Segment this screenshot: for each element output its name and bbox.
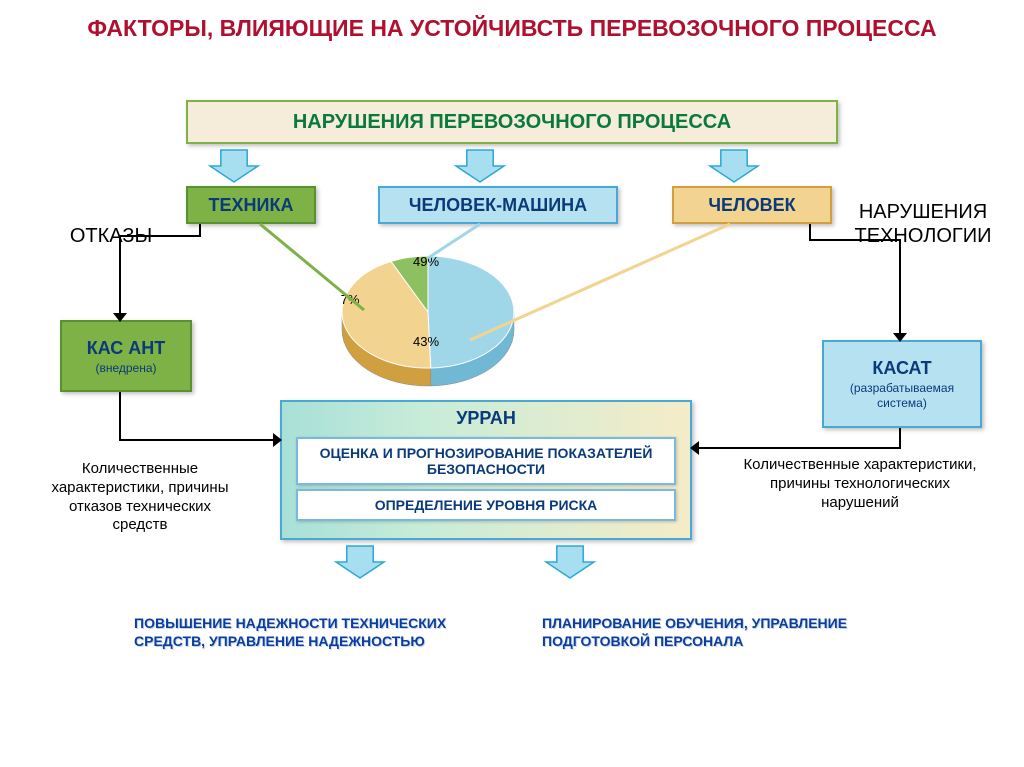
kasat-sub: (разрабатываемая система) <box>824 381 980 410</box>
svg-text:49%: 49% <box>413 254 439 269</box>
label-tech-violations: НАРУШЕНИЯ ТЕХНОЛОГИИ <box>838 200 1008 248</box>
urran-row-assessment: ОЦЕНКА И ПРОГНОЗИРОВАНИЕ ПОКАЗАТЕЛЕЙ БЕЗ… <box>296 437 676 485</box>
page-title: ФАКТОРЫ, ВЛИЯЮЩИЕ НА УСТОЙЧИВСТЬ ПЕРЕВОЗ… <box>0 0 1024 54</box>
svg-text:43%: 43% <box>413 334 439 349</box>
urran-panel: УРРАН ОЦЕНКА И ПРОГНОЗИРОВАНИЕ ПОКАЗАТЕЛ… <box>280 400 692 540</box>
urran-title: УРРАН <box>282 402 690 433</box>
label-failures: ОТКАЗЫ <box>46 224 176 248</box>
box-kasant: КАС АНТ (внедрена) <box>60 320 192 392</box>
kasat-title: КАСАТ <box>872 358 931 379</box>
urran-row-risk: ОПРЕДЕЛЕНИЕ УРОВНЯ РИСКА <box>296 489 676 521</box>
pie-chart: 49% 43% 7% <box>320 236 536 402</box>
output-right: ПЛАНИРОВАНИЕ ОБУЧЕНИЯ, УПРАВЛЕНИЕ ПОДГОТ… <box>542 614 862 650</box>
category-human-machine: ЧЕЛОВЕК-МАШИНА <box>378 186 618 224</box>
kasant-sub: (внедрена) <box>95 361 156 375</box>
box-kasat: КАСАТ (разрабатываемая система) <box>822 340 982 428</box>
desc-right: Количественные характеристики, причины т… <box>740 456 980 512</box>
svg-text:7%: 7% <box>341 292 360 307</box>
output-left: ПОВЫШЕНИЕ НАДЕЖНОСТИ ТЕХНИЧЕСКИХ СРЕДСТВ… <box>134 614 454 650</box>
category-tech: ТЕХНИКА <box>186 186 316 224</box>
category-human: ЧЕЛОВЕК <box>672 186 832 224</box>
desc-left: Количественные характеристики, причины о… <box>40 460 240 535</box>
kasant-title: КАС АНТ <box>87 338 166 359</box>
top-box-violations: НАРУШЕНИЯ ПЕРЕВОЗОЧНОГО ПРОЦЕССА <box>186 100 838 144</box>
